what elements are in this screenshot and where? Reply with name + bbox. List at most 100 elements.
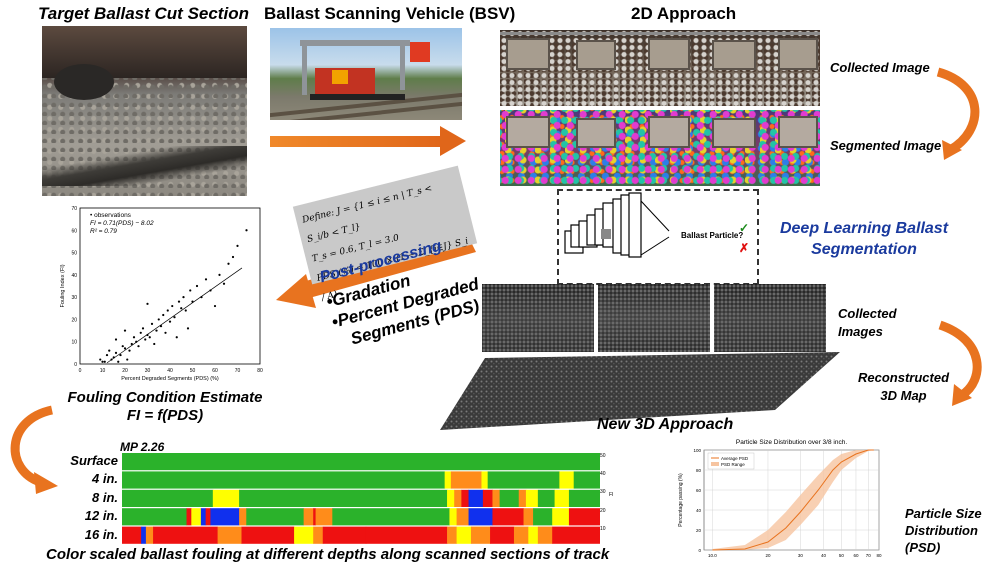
heatmap-cell (201, 508, 206, 525)
x-tick-label: 60 (212, 368, 218, 374)
scatter-point (104, 361, 106, 363)
fi-pds-scatter-chart: 0 10 20 30 40 50 60 70 80010203040506070Percent … (58, 202, 266, 386)
heatmap-cell (490, 527, 514, 544)
heatmap-cell (454, 490, 462, 507)
psd-side-line1: Particle Size (905, 505, 982, 522)
scatter-point (164, 332, 166, 334)
heatmap-cell (559, 471, 574, 488)
psd-y-tick-label: 40 (696, 508, 702, 513)
arrow-bsv-to-2d (270, 126, 466, 156)
psd-legend-average: Average PSD (721, 456, 749, 461)
y-tick-label: 70 (71, 206, 77, 212)
heatmap-cell (141, 527, 146, 544)
psd-y-tick-label: 0 (698, 548, 701, 553)
heatmap-cell (445, 471, 452, 488)
heatmap-cell (447, 490, 455, 507)
scatter-point (245, 229, 247, 231)
heatmap-cell (538, 527, 553, 544)
fouling-line2: FI = f(PDS) (40, 407, 290, 425)
heatmap-cell (316, 508, 333, 525)
fouling-line1: Fouling Condition Estimate (40, 389, 290, 407)
reconstructed-3d-label: Reconstructed 3D Map (858, 369, 949, 405)
collected-images-3d-label: Collected Images (838, 305, 897, 341)
legend-entry: • observations (90, 212, 132, 219)
legend-entry: FI = 0.71(PDS) − 8.02 (90, 220, 154, 227)
scatter-point (196, 285, 198, 287)
y-tick-label: 30 (71, 295, 77, 301)
psd-line-chart: Particle Size Distribution over 3/8 inch… (672, 436, 892, 564)
fouling-estimate-label: Fouling Condition Estimate FI = f(PDS) (40, 389, 290, 425)
scatter-point (124, 347, 126, 349)
scatter-point (115, 352, 117, 354)
x-tick-label: 0 (79, 368, 82, 374)
scatter-point (151, 323, 153, 325)
depth-labels: Surface 4 in. 8 in. 12 in. 16 in. (56, 452, 118, 544)
psd-y-tick-label: 60 (696, 488, 702, 493)
scatter-point (162, 314, 164, 316)
dl-segmentation-title: Deep Learning Ballast Segmentation (764, 218, 964, 260)
dl-title-line1: Deep Learning Ballast (764, 218, 964, 239)
scatter-point (214, 305, 216, 307)
x-tick-label: 70 (235, 368, 241, 374)
scatter-point (178, 301, 180, 303)
scatter-point (124, 329, 126, 331)
scatter-point (176, 336, 178, 338)
heatmap-cell (492, 490, 500, 507)
heatmap-cell (213, 490, 240, 507)
heatmap-cell (514, 527, 529, 544)
heatmap-cell (451, 471, 482, 488)
depth-label-8in: 8 in. (56, 489, 118, 507)
heatmap-cell (519, 490, 527, 507)
heatmap-cell (153, 527, 218, 544)
heatmap-cell (187, 508, 192, 525)
x-tick-label: 50 (190, 368, 196, 374)
colorbar-tick-30: 30 (600, 489, 606, 495)
scatter-point (99, 358, 101, 360)
x-tick-label: 30 (145, 368, 151, 374)
psd-x-tick-label: 10.0 (708, 553, 717, 558)
psd-x-tick-label: 40 (821, 553, 827, 558)
arrow-2d-curve (938, 72, 975, 150)
heatmap-cell (323, 527, 367, 544)
collected-3d-line1: Collected (838, 305, 897, 323)
heatmap-cell (526, 490, 538, 507)
heatmap-cell (555, 490, 570, 507)
psd-y-tick-label: 20 (696, 528, 702, 533)
psd-side-line3: (PSD) (905, 539, 982, 556)
heatmap-cell (447, 527, 457, 544)
collected-3d-image-1 (482, 284, 594, 352)
approach-3d-title: New 3D Approach (597, 416, 733, 434)
colorbar-tick-10: 10 (600, 526, 606, 532)
colorbar-tick-40: 40 (600, 471, 606, 477)
heatmap-cell (122, 471, 445, 488)
x-axis-label: Percent Degraded Segments (PDS) (%) (121, 376, 219, 382)
x-tick-label: 80 (257, 368, 263, 374)
psd-x-tick-label: 30 (798, 553, 804, 558)
scatter-point (167, 309, 169, 311)
scatter-point (232, 256, 234, 258)
check-icon: ✓ (739, 221, 749, 235)
scatter-point (182, 296, 184, 298)
collected-3d-image-3 (714, 284, 826, 352)
heatmap-cell (294, 527, 314, 544)
psd-legend-swatch (711, 462, 719, 466)
psd-y-tick-label: 80 (696, 468, 702, 473)
heatmap-cell (239, 490, 447, 507)
heatmap-cell (449, 508, 457, 525)
reconstructed-line2: 3D Map (858, 387, 949, 405)
scatter-point (101, 361, 103, 363)
scatter-point (187, 327, 189, 329)
heatmap-cell (469, 508, 493, 525)
heatmap-cell (488, 471, 560, 488)
heatmap-cell (246, 508, 304, 525)
scatter-point (205, 278, 207, 280)
heatmap-cell (122, 490, 213, 507)
psd-x-tick-label: 50 (839, 553, 845, 558)
heatmap-cell (552, 527, 600, 544)
scatter-point (158, 318, 160, 320)
heatmap-cell (122, 508, 187, 525)
psd-x-tick-label: 60 (853, 553, 859, 558)
scatter-point (128, 350, 130, 352)
heatmap-cell (538, 490, 555, 507)
heatmap-cell (313, 527, 323, 544)
